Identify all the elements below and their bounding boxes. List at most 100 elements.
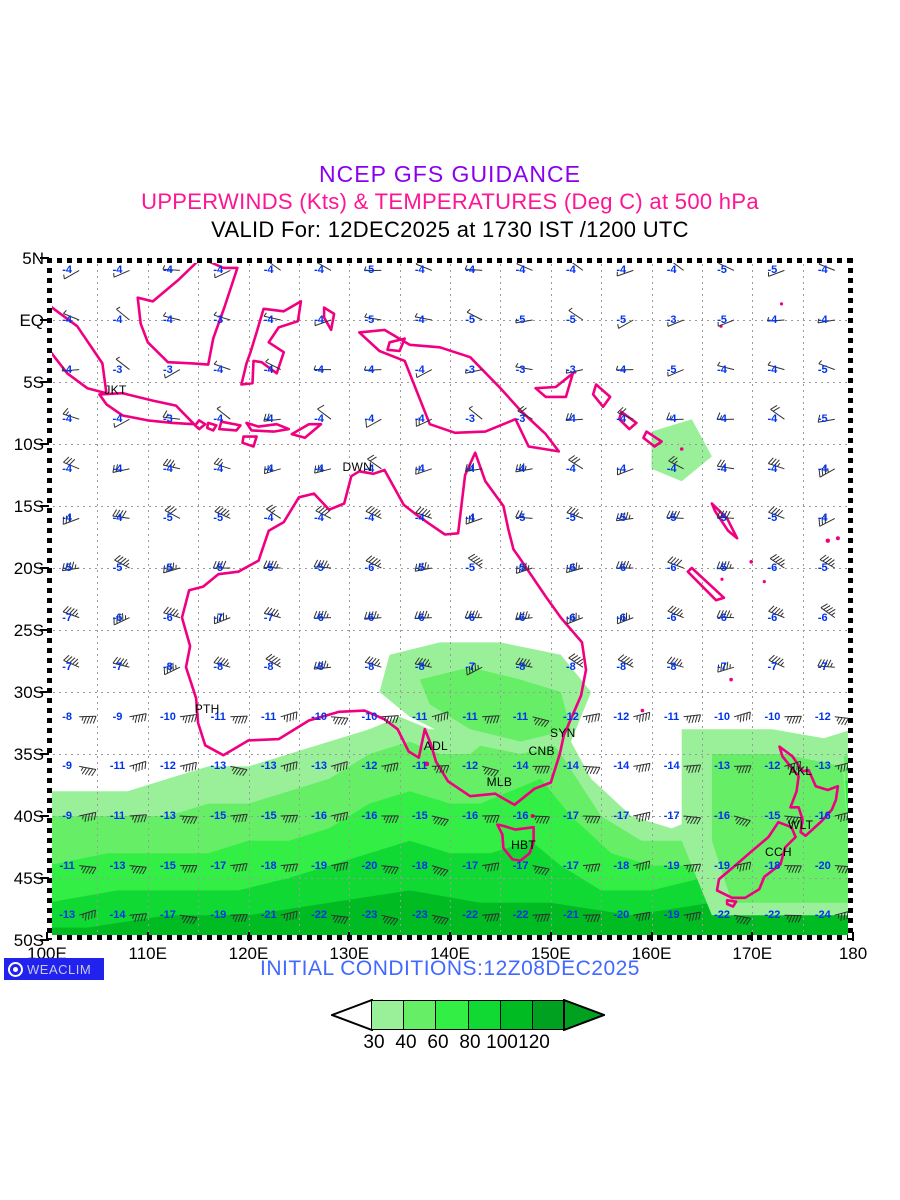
wind-barb: [633, 762, 651, 773]
wind-barb: [364, 656, 382, 668]
weaclim-circle-icon: [8, 961, 23, 977]
wind-barb: [381, 762, 399, 773]
coastline-timor: [290, 422, 323, 440]
temperature-value: -12: [814, 710, 831, 723]
temperature-value: -4: [364, 512, 375, 525]
wind-barb: [733, 765, 752, 774]
temperature-value: -11: [462, 710, 478, 723]
temperature-value: -4: [62, 363, 73, 376]
wind-barb: [465, 514, 483, 525]
gridline-vertical: [601, 258, 603, 940]
temperature-value: -4: [62, 413, 73, 426]
wind-barb: [668, 455, 684, 470]
frame-tick-right: [848, 258, 853, 940]
temperature-value: -12: [462, 760, 479, 773]
wind-barb: [129, 913, 147, 922]
wind-barb: [633, 711, 651, 723]
island-tanna: [749, 560, 753, 564]
lat-tick: [40, 319, 49, 321]
wind-barb: [532, 716, 550, 728]
wind-barb: [532, 765, 550, 774]
wind-barb: [330, 861, 349, 872]
wind-barb: [113, 613, 130, 626]
wind-barb: [162, 458, 181, 470]
temperature-value: -6: [364, 611, 375, 624]
temperature-value: -15: [260, 810, 277, 822]
temperature-value: -11: [412, 760, 428, 773]
temperature-value: -5: [717, 512, 727, 525]
island-norfolk: [729, 677, 733, 682]
colorbar-swatches: [372, 1000, 565, 1030]
wind-barb: [114, 554, 130, 569]
temperature-value: -11: [412, 710, 428, 723]
temperature-value: -11: [260, 710, 277, 723]
temperature-value: -11: [210, 710, 226, 723]
temperature-value: -4: [414, 363, 425, 376]
wind-barb: [617, 319, 634, 329]
island-vanua-levu: [835, 536, 840, 541]
wind-barb: [683, 911, 701, 922]
temperature-value: -5: [213, 512, 224, 525]
temperature-value: -8: [666, 661, 677, 674]
temperature-value: -4: [263, 264, 274, 277]
weather-map-plot-area[interactable]: -4 -4 -4 -4 -4 -4 -5 -4 -4 -4 -4 -4 -4 -5 -5 -4 -4 -4 -4 -3…: [47, 258, 853, 940]
temperature-value: -19: [210, 909, 227, 922]
temperature-value: -4: [616, 413, 627, 426]
weaclim-logo-badge[interactable]: WEACLIM: [4, 958, 104, 980]
temperature-value: -4: [314, 264, 324, 277]
gridline-vertical: [198, 258, 200, 940]
wind-barb: [314, 319, 332, 327]
wind-barb: [62, 605, 80, 619]
lat-tick: [40, 939, 49, 941]
colorbar-tick-40: 40: [395, 1032, 417, 1053]
temperature-value: -8: [314, 661, 324, 674]
temperature-value: -5: [213, 562, 224, 574]
wind-barb: [566, 506, 584, 519]
lon-tick: [449, 932, 451, 941]
temperature-value: -4: [163, 314, 173, 326]
wind-barb: [79, 765, 97, 777]
wind-barb: [263, 312, 281, 321]
lat-tick: [40, 877, 49, 879]
wind-barb: [129, 814, 147, 823]
temperature-value: -5: [767, 512, 778, 525]
wind-barb: [330, 761, 348, 772]
gridline-horizontal: [47, 692, 853, 693]
wind-barb: [79, 909, 96, 921]
temperature-value: -3: [465, 413, 476, 426]
wind-barb: [61, 366, 80, 372]
temperature-value: -4: [414, 462, 425, 475]
wind-barb: [381, 815, 399, 824]
temperature-value: -14: [109, 909, 126, 922]
wind-barb: [330, 914, 349, 925]
temperature-value: -3: [163, 413, 173, 426]
lat-label-EQ: EQ: [19, 311, 44, 330]
wind-barb: [517, 405, 533, 420]
temperature-value: -6: [666, 611, 677, 624]
temperature-value: -17: [663, 810, 680, 822]
city-label-mlb: MLB: [486, 774, 513, 789]
coastline-java: [98, 391, 196, 426]
temperature-value: -6: [566, 611, 576, 624]
lat-tick: [40, 443, 49, 445]
lat-label-10S: 10S: [13, 435, 44, 454]
wind-barb: [381, 715, 399, 724]
temperature-value: -6: [515, 611, 526, 624]
temperature-value: -21: [562, 909, 579, 922]
wind-barb: [313, 365, 332, 371]
temperature-value: -5: [163, 562, 173, 574]
gridline-vertical: [349, 258, 351, 940]
city-label-cnb: CNB: [528, 743, 555, 758]
wind-barb: [280, 814, 299, 823]
temperature-value: -17: [512, 859, 529, 872]
wind-barb: [415, 506, 432, 519]
lon-tick: [852, 932, 854, 941]
temperature-value: -6: [817, 611, 828, 624]
temperature-value: -6: [465, 611, 476, 624]
temperature-value: -3: [515, 413, 526, 426]
temperature-value: -5: [717, 264, 727, 277]
temperature-value: -4: [767, 462, 778, 475]
gridline-vertical: [752, 258, 754, 940]
gridline-vertical: [248, 258, 250, 940]
wind-barb: [482, 765, 499, 778]
